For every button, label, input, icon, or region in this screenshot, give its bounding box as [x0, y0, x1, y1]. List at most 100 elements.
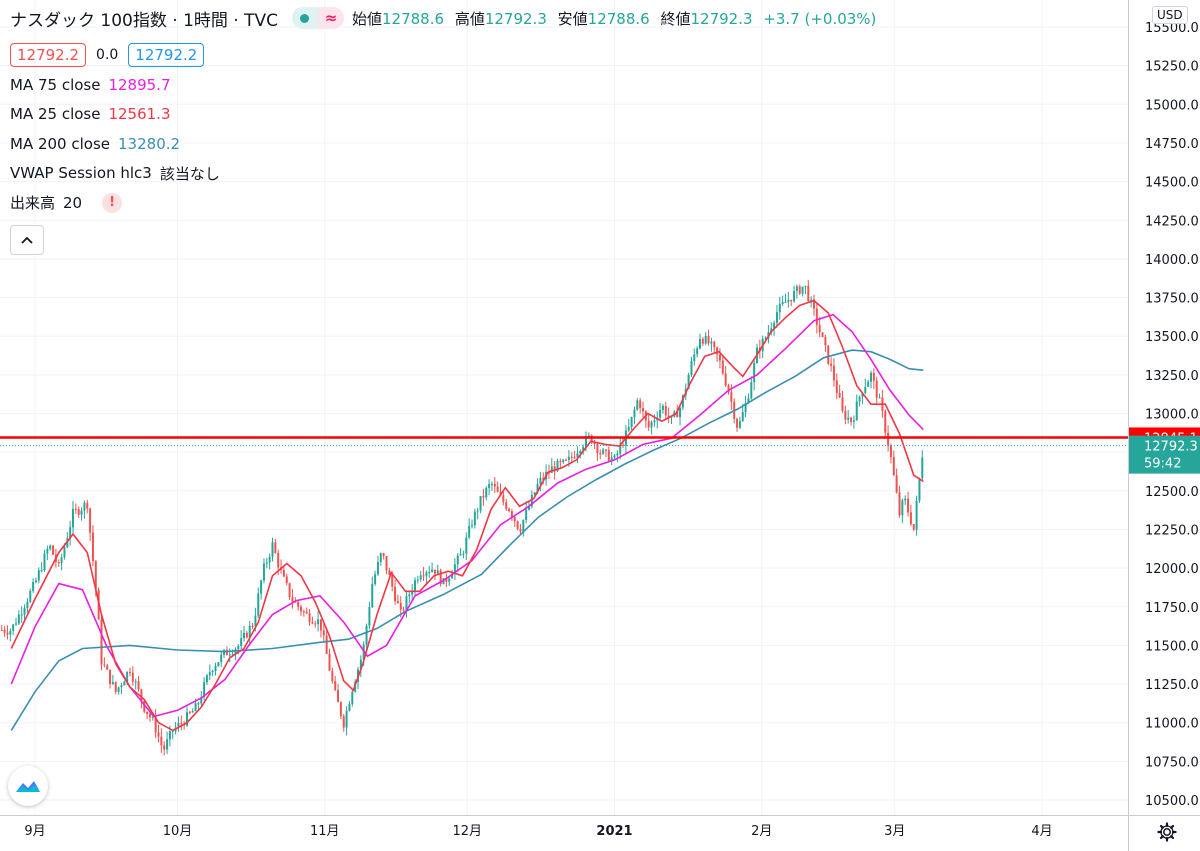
candle-body	[496, 486, 499, 492]
candle-body	[416, 579, 419, 581]
candle-body	[707, 335, 710, 344]
candle-body	[898, 492, 901, 516]
candle-body	[456, 555, 459, 565]
candle-body	[841, 397, 844, 411]
candle-body	[462, 553, 465, 555]
indicator-value: 13280.2	[118, 134, 181, 153]
high-value: 12792.3	[484, 9, 547, 28]
price-tick-label: 15000.0	[1145, 98, 1199, 113]
candle-body	[918, 478, 921, 501]
candle-body	[297, 601, 300, 607]
indicator-ma200[interactable]: MA 200 close 13280.2	[10, 129, 876, 159]
candle-body	[12, 624, 15, 631]
candle-body	[63, 546, 66, 558]
candle-body	[895, 475, 898, 493]
candle-body	[166, 739, 169, 750]
low-label: 安値	[557, 9, 588, 28]
candles	[0, 280, 924, 756]
price-tick-label: 13250.0	[1145, 369, 1199, 384]
candle-body	[473, 511, 476, 526]
candle-body	[300, 606, 302, 612]
candle-body	[778, 303, 781, 313]
candle-body	[114, 682, 117, 692]
candle-body	[29, 590, 32, 602]
candle-body	[214, 666, 217, 672]
candle-body	[328, 653, 331, 671]
candle-body	[240, 638, 243, 647]
candle-body	[724, 373, 727, 386]
candle-body	[870, 372, 872, 382]
candle-body	[274, 542, 277, 553]
indicator-vwap[interactable]: VWAP Session hlc3 該当なし	[10, 159, 876, 189]
candle-body	[818, 324, 821, 333]
candle-body	[248, 625, 251, 638]
currency-label[interactable]: USD	[1152, 6, 1188, 24]
indicator-volume[interactable]: 出来高 20 !	[10, 188, 876, 218]
buy-price-button[interactable]: 12792.2	[128, 43, 205, 67]
candle-body	[186, 712, 188, 726]
candle-body	[847, 417, 850, 420]
candle-body	[536, 483, 539, 493]
time-tick-label: 2021	[596, 824, 632, 839]
candle-body	[94, 561, 97, 590]
candle-body	[348, 703, 351, 711]
candle-body	[405, 596, 408, 611]
open-label: 始値	[351, 9, 382, 28]
candle-body	[582, 446, 585, 452]
candle-body	[282, 569, 285, 577]
symbol-title[interactable]: ナスダック 100指数 · 1時間 · TVC	[10, 10, 278, 31]
candle-body	[810, 299, 813, 302]
candle-body	[157, 732, 160, 737]
candle-body	[294, 601, 297, 603]
candle-body	[861, 393, 864, 397]
candle-body	[271, 542, 274, 557]
candle-body	[738, 421, 741, 428]
candle-body	[83, 502, 86, 511]
candle-body	[912, 524, 915, 530]
candle-body	[513, 516, 516, 522]
candle-body	[821, 332, 824, 338]
candle-body	[254, 615, 257, 627]
grid	[0, 0, 1128, 815]
candle-body	[653, 420, 656, 423]
ma200-line	[10, 349, 924, 731]
wave-icon[interactable]: ≈	[317, 7, 344, 29]
candle-body	[177, 723, 180, 728]
warning-icon[interactable]: !	[102, 192, 123, 213]
candle-body	[414, 580, 416, 591]
collapse-legend-button[interactable]	[10, 225, 44, 255]
candle-body	[835, 380, 838, 393]
candle-body	[46, 548, 49, 554]
indicator-ma75[interactable]: MA 75 close 12895.7	[10, 70, 876, 100]
candle-body	[559, 460, 562, 463]
indicator-ma25[interactable]: MA 25 close 12561.3	[10, 100, 876, 130]
market-open-icon[interactable]	[291, 7, 318, 29]
candle-body	[921, 457, 924, 479]
candle-body	[801, 286, 804, 294]
last-price-tag	[1129, 435, 1200, 474]
candle-body	[228, 654, 231, 656]
candle-body	[604, 449, 607, 451]
change-value: +3.7 (+0.03%)	[763, 9, 877, 28]
candle-body	[308, 613, 311, 622]
sell-price-button[interactable]: 12792.2	[10, 43, 87, 67]
candle-body	[428, 571, 431, 573]
candle-body	[433, 569, 436, 574]
candle-body	[887, 432, 890, 446]
candle-body	[718, 354, 721, 361]
open-value: 12788.6	[382, 9, 445, 28]
candle-body	[510, 511, 513, 517]
tradingview-logo-icon[interactable]	[8, 766, 48, 806]
gear-icon[interactable]	[1155, 820, 1179, 844]
candle-body	[203, 682, 206, 698]
price-tick-label: 15250.0	[1145, 60, 1199, 75]
candle-body	[160, 736, 163, 746]
candle-body	[519, 528, 522, 532]
candle-body	[379, 553, 382, 562]
candle-body	[208, 672, 211, 676]
candle-body	[832, 365, 835, 381]
candle-body	[567, 456, 570, 461]
indicator-value: 20	[63, 193, 83, 212]
high-label: 高値	[454, 9, 485, 28]
